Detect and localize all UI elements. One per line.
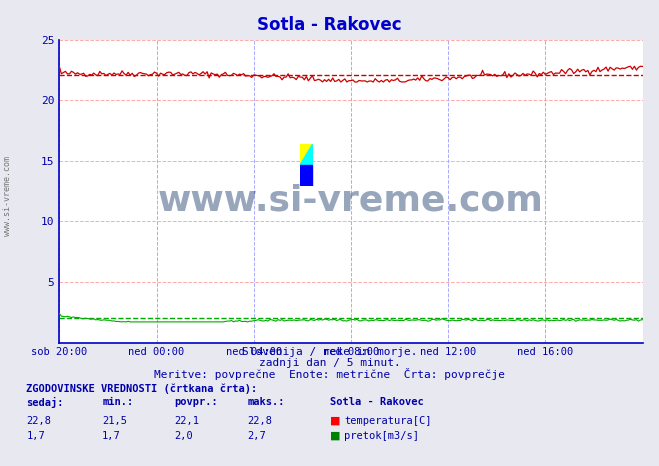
Text: www.si-vreme.com: www.si-vreme.com (158, 183, 544, 217)
Text: 1,7: 1,7 (26, 431, 45, 441)
Polygon shape (300, 144, 312, 165)
Polygon shape (300, 165, 312, 186)
Text: 22,8: 22,8 (26, 416, 51, 425)
Text: maks.:: maks.: (247, 397, 285, 407)
Text: www.si-vreme.com: www.si-vreme.com (3, 156, 13, 236)
Text: zadnji dan / 5 minut.: zadnji dan / 5 minut. (258, 358, 401, 368)
Text: 22,8: 22,8 (247, 416, 272, 425)
Text: Sotla - Rakovec: Sotla - Rakovec (257, 16, 402, 34)
Text: ■: ■ (330, 416, 340, 425)
Text: ■: ■ (330, 431, 340, 441)
Polygon shape (300, 144, 312, 165)
Text: min.:: min.: (102, 397, 133, 407)
Text: 2,0: 2,0 (175, 431, 193, 441)
Text: pretok[m3/s]: pretok[m3/s] (344, 431, 419, 441)
Text: 21,5: 21,5 (102, 416, 127, 425)
Text: ZGODOVINSKE VREDNOSTI (črtkana črta):: ZGODOVINSKE VREDNOSTI (črtkana črta): (26, 383, 258, 394)
Text: 1,7: 1,7 (102, 431, 121, 441)
Text: Slovenija / reke in morje.: Slovenija / reke in morje. (242, 347, 417, 357)
Text: 2,7: 2,7 (247, 431, 266, 441)
Text: temperatura[C]: temperatura[C] (344, 416, 432, 425)
Text: Sotla - Rakovec: Sotla - Rakovec (330, 397, 423, 407)
Text: povpr.:: povpr.: (175, 397, 218, 407)
Text: Meritve: povprečne  Enote: metrične  Črta: povprečje: Meritve: povprečne Enote: metrične Črta:… (154, 368, 505, 380)
Text: sedaj:: sedaj: (26, 397, 64, 408)
Text: 22,1: 22,1 (175, 416, 200, 425)
